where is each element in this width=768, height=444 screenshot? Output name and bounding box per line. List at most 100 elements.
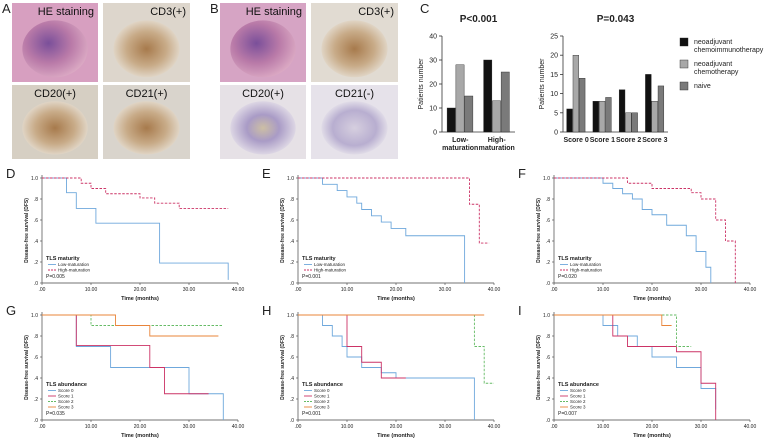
y-tick-label: .0	[290, 418, 294, 424]
x-tick-label: 30.00	[439, 424, 452, 430]
y-tick-label: .6	[546, 355, 550, 361]
y-tick-label: 1.0	[287, 176, 294, 182]
x-tick-label: 30.00	[183, 424, 196, 430]
x-tick-label: 30.00	[695, 287, 708, 293]
panel-label: E	[262, 166, 271, 181]
image-label: CD20(+)	[34, 88, 76, 100]
survival-curve	[554, 314, 672, 326]
image-label: CD21(+)	[126, 88, 168, 100]
x-tick-label: .00	[39, 287, 46, 293]
image-label: HE staining	[246, 6, 302, 18]
x-tick-label: 10.00	[341, 287, 354, 293]
legend-label: Score 3	[58, 405, 74, 410]
y-tick-label: .4	[546, 376, 550, 382]
legend-label: Low-maturation	[570, 262, 602, 267]
legend-label: naive	[694, 83, 711, 90]
y-tick-label: 40	[429, 34, 437, 41]
legend-label: Score 3	[570, 405, 586, 410]
x-tick-label: .00	[295, 424, 302, 430]
x-axis-label: Time (months)	[377, 296, 415, 302]
x-tick-label: 10.00	[597, 287, 610, 293]
y-tick-label: .0	[290, 281, 294, 287]
y-axis-label: Patients number	[418, 58, 425, 110]
legend-title: TLS maturity	[302, 256, 337, 262]
legend-label: Score 1	[314, 394, 330, 399]
y-tick-label: 1.0	[31, 313, 38, 319]
y-tick-label: .2	[546, 397, 550, 403]
y-tick-label: .6	[34, 218, 38, 224]
legend-title: TLS maturity	[46, 256, 81, 262]
legend-swatch	[679, 81, 689, 91]
bar	[464, 95, 474, 133]
y-tick-label: .8	[34, 334, 38, 340]
survival-curve	[298, 314, 494, 384]
x-tick-label: Score 1	[590, 137, 615, 144]
legend-label: High-maturation	[58, 268, 91, 273]
y-tick-label: .2	[34, 260, 38, 266]
y-tick-label: .4	[290, 239, 294, 245]
y-axis-label: Disease-free survival (DFS)	[24, 335, 30, 400]
legend-label: Score 2	[570, 399, 586, 404]
y-tick-label: 30	[429, 58, 437, 65]
p-value: P=0.001	[302, 411, 321, 417]
x-tick-label: 20.00	[134, 424, 147, 430]
y-tick-label: .8	[34, 197, 38, 203]
y-tick-label: .6	[34, 355, 38, 361]
p-value: P=0.005	[46, 274, 65, 280]
x-tick-label: 30.00	[183, 287, 196, 293]
image-label: HE staining	[38, 6, 94, 18]
y-tick-label: .0	[546, 418, 550, 424]
y-axis-label: Disease-free survival (DFS)	[536, 198, 542, 263]
legend-title: TLS maturity	[558, 256, 593, 262]
y-tick-label: 1.0	[31, 176, 38, 182]
y-tick-label: .4	[34, 376, 38, 382]
panel-label: A	[2, 1, 11, 16]
bar	[492, 100, 501, 133]
legend-label: High-maturation	[314, 268, 347, 273]
y-tick-label: .2	[290, 260, 294, 266]
x-tick-label: 10.00	[341, 424, 354, 430]
y-tick-label: .0	[34, 281, 38, 287]
panel-label: B	[210, 1, 219, 16]
x-tick-label: 40.00	[232, 424, 245, 430]
survival-curve	[554, 314, 692, 347]
x-tick-label: 10.00	[85, 424, 98, 430]
legend-label: Score 0	[58, 388, 74, 393]
y-tick-label: .8	[546, 334, 550, 340]
x-tick-label: Score 2	[616, 137, 641, 144]
x-axis-label: Time (months)	[377, 433, 415, 439]
bar	[631, 112, 638, 133]
tissue	[230, 101, 296, 155]
bar	[572, 55, 579, 133]
x-tick-label: 10.00	[597, 424, 610, 430]
survival-curve	[42, 314, 219, 337]
legend-label: Low-maturation	[314, 262, 346, 267]
y-tick-label: 10	[550, 91, 558, 98]
image-label: CD3(+)	[150, 6, 186, 18]
bar	[651, 101, 658, 133]
y-axis-label: Disease-free survival (DFS)	[24, 198, 30, 263]
x-tick-label: 20.00	[646, 424, 659, 430]
y-tick-label: 1.0	[543, 313, 550, 319]
bar	[599, 101, 606, 133]
y-tick-label: .0	[546, 281, 550, 287]
bar	[483, 59, 493, 133]
x-tick-label: .00	[295, 287, 302, 293]
panel-label: G	[6, 303, 16, 318]
bar	[500, 71, 510, 133]
y-axis-label: Disease-free survival (DFS)	[280, 335, 286, 400]
x-tick-label: .00	[551, 424, 558, 430]
bar	[605, 97, 612, 133]
legend-label: Score 0	[314, 388, 330, 393]
x-axis-label: Time (months)	[633, 296, 671, 302]
survival-curve	[298, 314, 406, 379]
x-axis-label: Time (months)	[121, 296, 159, 302]
y-tick-label: 10	[429, 106, 437, 113]
legend-swatch	[679, 59, 689, 69]
x-tick-label: 40.00	[744, 424, 757, 430]
y-tick-label: .4	[546, 239, 550, 245]
survival-curve	[42, 177, 229, 280]
x-tick-label: 40.00	[744, 287, 757, 293]
chart-title: P=0.043	[597, 14, 635, 25]
